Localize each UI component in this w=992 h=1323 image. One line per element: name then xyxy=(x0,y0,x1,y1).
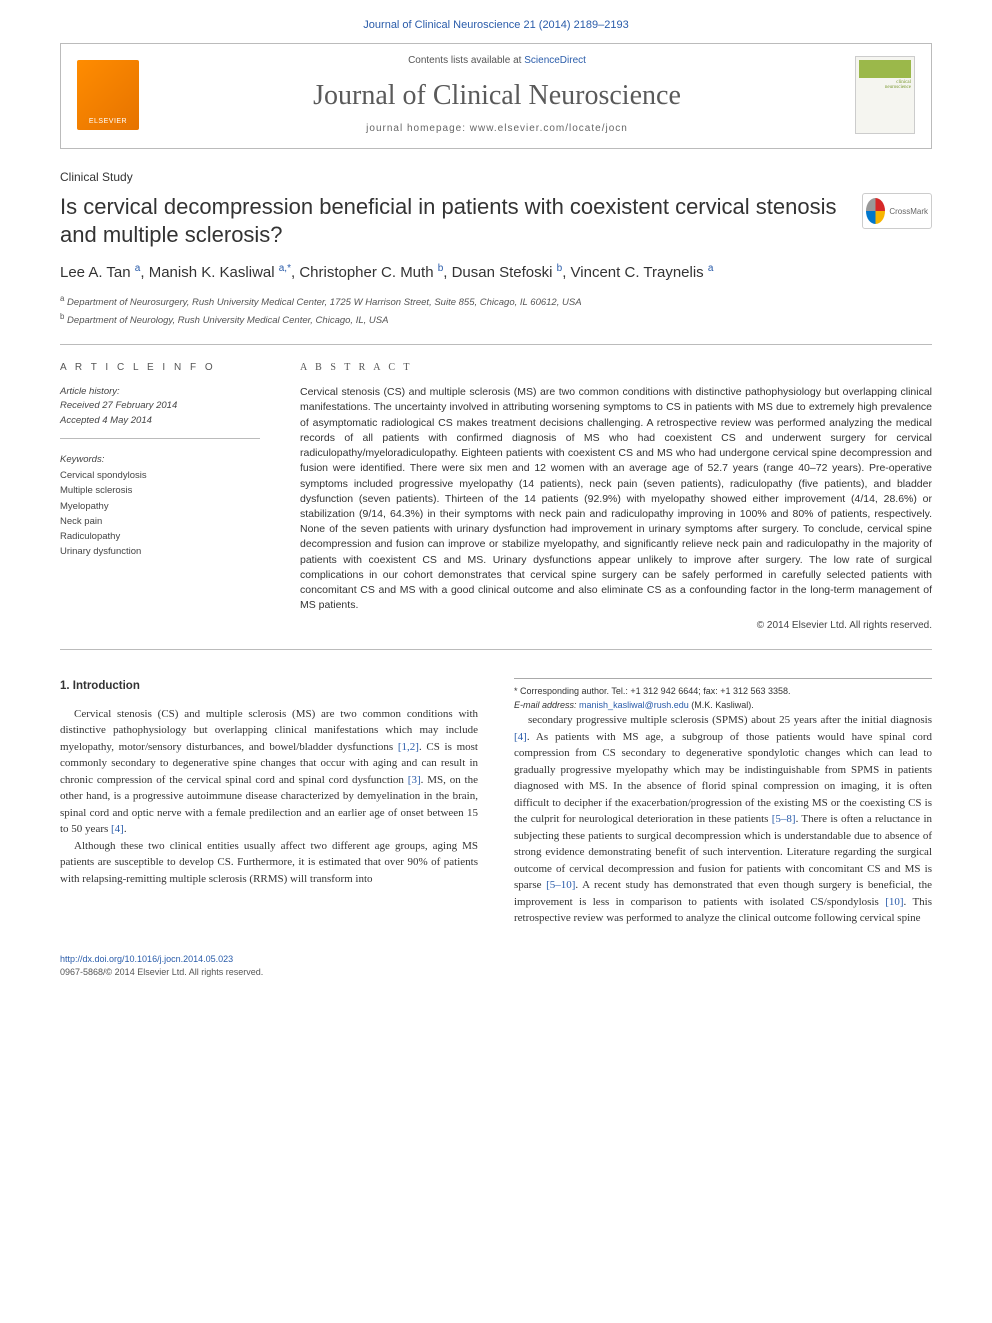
corr-name: (M.K. Kasliwal). xyxy=(691,700,754,710)
running-head-citation: Journal of Clinical Neuroscience 21 (201… xyxy=(0,0,992,43)
abstract-column: A B S T R A C T Cervical stenosis (CS) a… xyxy=(300,361,932,633)
crossmark-icon xyxy=(866,198,885,224)
crossmark-badge[interactable]: CrossMark xyxy=(862,193,932,229)
body-paragraph: secondary progressive multiple sclerosis… xyxy=(514,712,932,927)
publisher-label: ELSEVIER xyxy=(89,117,127,127)
page-footer: http://dx.doi.org/10.1016/j.jocn.2014.05… xyxy=(60,947,932,980)
keywords-list: Cervical spondylosisMultiple sclerosisMy… xyxy=(60,468,260,559)
abstract-label: A B S T R A C T xyxy=(300,361,932,375)
received-date: Received 27 February 2014 xyxy=(60,399,260,413)
issn-copyright: 0967-5868/© 2014 Elsevier Ltd. All right… xyxy=(60,967,263,977)
history-label: Article history: xyxy=(60,385,260,399)
section-heading-1: 1. Introduction xyxy=(60,678,478,695)
corresponding-author: * Corresponding author. Tel.: +1 312 942… xyxy=(514,678,932,712)
journal-cover-thumb: clinical neuroscience xyxy=(855,56,915,134)
journal-header-box: ELSEVIER Contents lists available at Sci… xyxy=(60,43,932,148)
header-center: Contents lists available at ScienceDirec… xyxy=(155,54,839,135)
divider xyxy=(60,344,932,345)
article-info-column: A R T I C L E I N F O Article history: R… xyxy=(60,361,260,633)
body-paragraph: Cervical stenosis (CS) and multiple scle… xyxy=(60,706,478,838)
article-history: Article history: Received 27 February 20… xyxy=(60,385,260,439)
email-label: E-mail address: xyxy=(514,700,577,710)
contents-prefix: Contents lists available at xyxy=(408,55,524,66)
article-type: Clinical Study xyxy=(60,169,932,186)
divider xyxy=(60,649,932,650)
doi-link[interactable]: http://dx.doi.org/10.1016/j.jocn.2014.05… xyxy=(60,954,233,964)
accepted-date: Accepted 4 May 2014 xyxy=(60,414,260,428)
corr-phone-fax: * Corresponding author. Tel.: +1 312 942… xyxy=(514,685,932,699)
sciencedirect-link[interactable]: ScienceDirect xyxy=(524,55,586,66)
contents-lists-line: Contents lists available at ScienceDirec… xyxy=(155,54,839,68)
affiliation-a: Department of Neurosurgery, Rush Univers… xyxy=(67,298,581,309)
journal-name: Journal of Clinical Neuroscience xyxy=(155,76,839,115)
affiliations: a Department of Neurosurgery, Rush Unive… xyxy=(60,293,932,328)
homepage-url[interactable]: www.elsevier.com/locate/jocn xyxy=(470,123,628,134)
affiliation-b: Department of Neurology, Rush University… xyxy=(67,315,388,326)
crossmark-label: CrossMark xyxy=(889,206,928,217)
article-title: Is cervical decompression beneficial in … xyxy=(60,193,842,248)
corr-email-link[interactable]: manish_kasliwal@rush.edu xyxy=(579,700,689,710)
body-paragraph: Although these two clinical entities usu… xyxy=(60,838,478,888)
authors-list: Lee A. Tan a, Manish K. Kasliwal a,*, Ch… xyxy=(60,262,932,283)
body-columns: 1. Introduction Cervical stenosis (CS) a… xyxy=(60,678,932,927)
abstract-copyright: © 2014 Elsevier Ltd. All rights reserved… xyxy=(300,619,932,633)
homepage-line: journal homepage: www.elsevier.com/locat… xyxy=(155,122,839,136)
elsevier-logo[interactable]: ELSEVIER xyxy=(77,60,139,130)
article-info-label: A R T I C L E I N F O xyxy=(60,361,260,375)
abstract-text: Cervical stenosis (CS) and multiple scle… xyxy=(300,385,932,613)
keywords-label: Keywords: xyxy=(60,453,260,466)
